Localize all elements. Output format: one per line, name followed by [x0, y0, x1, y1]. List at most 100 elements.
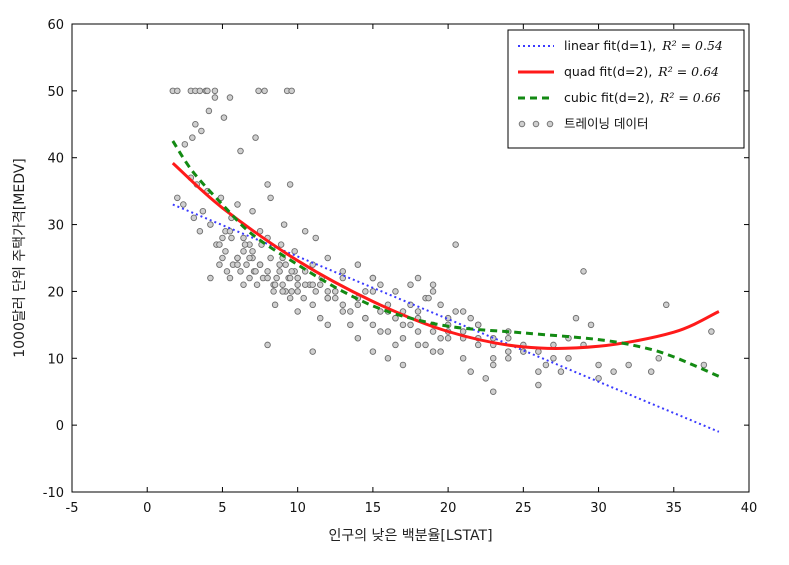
scatter-point: [181, 141, 189, 148]
scatter-point: [241, 241, 249, 248]
y-tick-label: 30: [47, 219, 64, 234]
scatter-point: [237, 147, 244, 155]
scatter-point: [542, 361, 550, 369]
scatter-point: [309, 348, 316, 355]
scatter-point: [332, 294, 339, 302]
scatter-point: [312, 288, 319, 295]
y-tick-label: 60: [47, 18, 64, 33]
scatter-point: [565, 355, 572, 362]
axis-ticks: -5 0 5 10 15 20 25 30 35 40 -10 0 10 20 30 40 50 60: [43, 18, 758, 516]
scatter-point: [255, 87, 262, 95]
scatter-point: [264, 341, 271, 349]
scatter-point: [610, 368, 617, 375]
legend-r2-value: R² = 0.54: [661, 38, 723, 53]
scatter-point: [300, 294, 307, 302]
scatter-point: [647, 368, 655, 375]
scatter-point: [219, 254, 226, 262]
scatter-point: [205, 107, 213, 115]
fit-line-2: [171, 161, 720, 350]
scatter-point: [288, 87, 295, 95]
x-tick-label: 0: [143, 501, 151, 516]
scatter-point: [377, 281, 384, 288]
scatter-point: [199, 207, 207, 215]
scatter-point: [204, 87, 211, 95]
scatter-point: [595, 361, 602, 369]
scatter-point: [261, 87, 268, 95]
scatter-point: [226, 94, 234, 101]
scatter-point: [294, 281, 301, 288]
scatter-point: [234, 201, 241, 208]
legend-entry: cubic fit(d=2),: [564, 90, 654, 105]
scatter-point: [243, 261, 250, 268]
scatter-point: [253, 281, 261, 288]
scatter-point: [407, 321, 414, 329]
legend: linear fit(d=1), R² = 0.54 quad fit(d=2), R…: [507, 29, 745, 149]
x-tick-label: 5: [218, 501, 226, 516]
scatter-point: [399, 334, 407, 342]
scatter-point: [219, 234, 226, 242]
scatter-point: [276, 261, 283, 268]
scatter-point: [324, 254, 332, 262]
scatter-point: [180, 201, 187, 208]
y-tick-label: 10: [47, 352, 64, 367]
scatter-point: [362, 314, 369, 322]
scatter-point: [587, 321, 595, 329]
scatter-point: [237, 268, 244, 275]
legend-r2-value: R² = 0.64: [657, 64, 719, 79]
scatter-point: [414, 328, 422, 335]
scatter-point: [276, 268, 283, 275]
scatter-point: [459, 328, 467, 335]
scatter-point: [535, 368, 542, 375]
y-tick-label: -10: [43, 486, 64, 501]
scatter-point: [279, 281, 286, 288]
scatter-point: [422, 341, 429, 349]
legend-entry: quad fit(d=2),: [564, 64, 652, 79]
x-tick-label: 30: [590, 501, 607, 516]
scatter-point: [286, 294, 294, 302]
y-tick-label: 50: [47, 85, 64, 100]
legend-entry: linear fit(d=1),: [564, 38, 656, 53]
legend-entry: 트레이닝 데이터: [564, 116, 648, 131]
scatter-point: [655, 355, 662, 362]
scatter-point: [240, 248, 247, 255]
scatter-point: [369, 288, 377, 295]
scatter-point: [174, 87, 181, 95]
scatter-point: [252, 134, 259, 141]
scatter-point: [437, 334, 444, 342]
scatter-point: [354, 301, 362, 309]
scatter-point: [280, 221, 288, 228]
scatter-point: [392, 341, 399, 349]
scatter-point: [572, 314, 580, 322]
scatter-point: [482, 375, 489, 382]
scatter-point: [288, 288, 295, 295]
scatter-point: [249, 248, 256, 255]
scatter-point: [252, 268, 259, 275]
scatter-point: [294, 308, 301, 315]
scatter-point: [708, 328, 715, 335]
fit-line-1: [172, 203, 720, 433]
legend-swatch: [518, 120, 526, 128]
scatter-point: [459, 308, 467, 315]
scatter-point: [324, 288, 332, 295]
scatter-point: [273, 274, 280, 282]
scatter-point: [663, 301, 670, 309]
scatter-point: [437, 348, 444, 355]
scatter-point: [216, 241, 223, 248]
scatter-point: [240, 234, 247, 242]
legend-box: [507, 29, 745, 149]
scatter-point: [226, 274, 234, 282]
scatter-point: [234, 261, 241, 268]
scatter-point: [324, 321, 332, 329]
scatter-point: [425, 294, 432, 302]
scatter-point: [550, 341, 557, 349]
x-tick-label: 35: [666, 501, 683, 516]
scatter-point: [316, 281, 324, 288]
scatter-point: [249, 207, 256, 215]
scatter-point: [226, 228, 234, 235]
scatter-point: [505, 348, 512, 355]
scatter-point: [234, 254, 241, 262]
scatter-point: [625, 361, 632, 369]
scatter-point: [414, 341, 422, 349]
scatter-point: [347, 308, 354, 315]
scatter-point: [286, 181, 294, 188]
